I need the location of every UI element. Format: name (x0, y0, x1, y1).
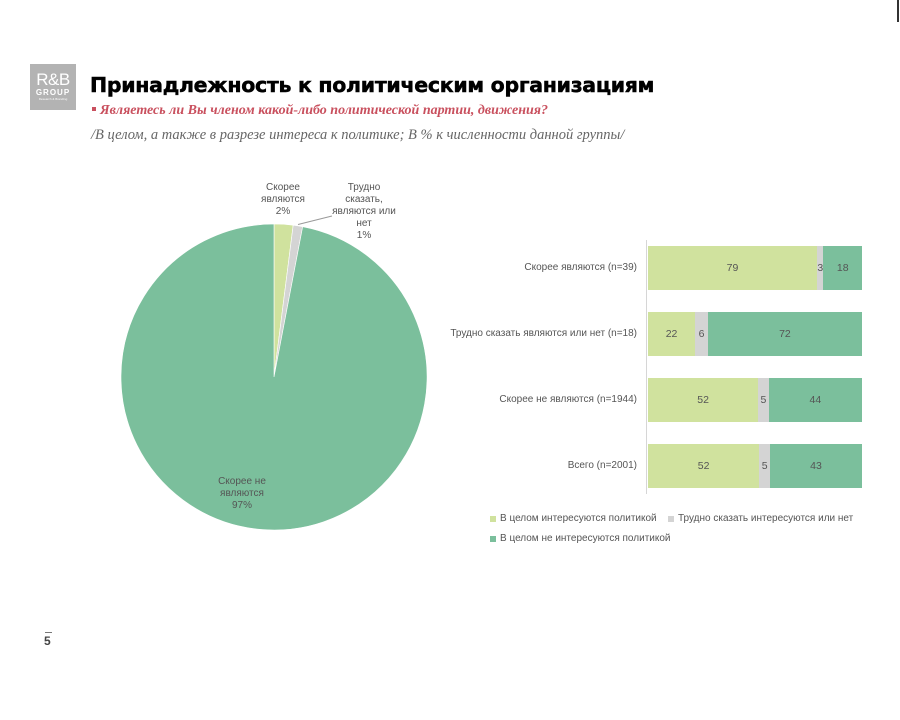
page-number-mark (45, 632, 52, 633)
stacked-bar: 79 3 18 (648, 246, 862, 290)
bar-category-label: Скорее не являются (n=1944) (499, 394, 637, 405)
bullet-icon (92, 106, 96, 111)
pie-label-members: Скорее являются 2% (261, 182, 305, 217)
bar-segment: 6 (695, 312, 708, 356)
stacked-bar: 52 5 43 (648, 444, 862, 488)
legend-swatch-icon (668, 515, 674, 522)
bar-category-label: Трудно сказать являются или нет (n=18) (450, 328, 637, 339)
logo-subtext: GROUP (35, 88, 71, 97)
bar-segment: 18 (823, 246, 862, 290)
legend-item: Трудно сказать интересуются или нет (668, 513, 853, 524)
legend-label: Трудно сказать интересуются или нет (678, 513, 854, 524)
bar-segment: 44 (768, 378, 862, 422)
pie-slice-non-members (120, 223, 428, 531)
pie-label-unsure: Трудно сказать, являются или нет 1% (332, 182, 396, 241)
legend-swatch-icon (490, 515, 496, 522)
bar-segment: 43 (769, 444, 862, 488)
bar-segment: 5 (758, 378, 769, 422)
pie-label-non-members: Скорее не являются 97% (218, 476, 266, 511)
bar-segment: 79 (648, 246, 818, 290)
logo-tagline: Research & Branding (38, 97, 68, 101)
legend-item: В целом не интересуются политикой (490, 533, 671, 544)
bar-segment: 5 (759, 444, 770, 488)
pie-chart (120, 223, 428, 531)
legend-label: В целом интересуются политикой (500, 513, 657, 524)
bar-segment: 22 (648, 312, 696, 356)
bar-chart-axis (646, 240, 647, 494)
bar-category-label: Всего (n=2001) (567, 460, 637, 471)
question-text: Являетесь ли Вы членом какой-либо полити… (100, 103, 549, 118)
stacked-bar: 22 6 72 (648, 312, 862, 356)
bar-segment: 3 (817, 246, 824, 290)
legend-label: В целом не интересуются политикой (500, 533, 671, 544)
page-edge-rule (897, 0, 899, 22)
rb-group-logo: R&B GROUP Research & Branding (30, 64, 76, 110)
page-title: Принадлежность к политическим организаци… (90, 73, 655, 98)
bar-segment: 72 (707, 312, 862, 356)
stacked-bar: 52 5 44 (648, 378, 862, 422)
bar-segment: 52 (648, 444, 760, 488)
chart-subtitle: /В целом, а также в разрезе интереса к п… (91, 127, 625, 143)
bar-category-label: Скорее являются (n=39) (524, 262, 637, 273)
logo-text: R&B (36, 70, 70, 89)
page-number: 5 (44, 634, 51, 648)
bar-segment: 52 (648, 378, 759, 422)
legend-swatch-icon (490, 535, 496, 542)
survey-question: Являетесь ли Вы членом какой-либо полити… (92, 103, 548, 119)
legend-item: В целом интересуются политикой (490, 513, 657, 524)
